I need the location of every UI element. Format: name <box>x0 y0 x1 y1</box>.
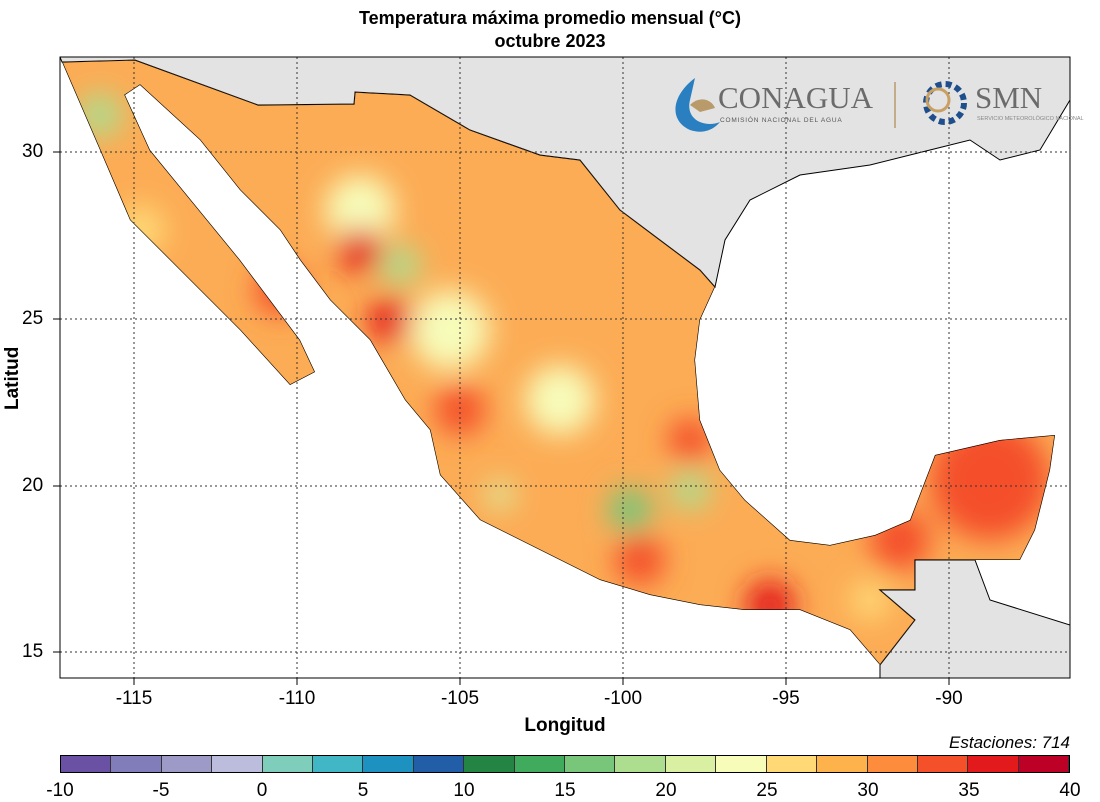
legend-swatch <box>61 756 112 772</box>
x-tick-label: -90 <box>935 688 963 709</box>
legend-swatch <box>1018 756 1070 772</box>
legend-tick-label: -10 <box>46 780 74 801</box>
conagua-text: CONAGUA <box>718 80 874 115</box>
x-tick-label: -105 <box>440 688 480 709</box>
legend-swatch <box>111 756 162 772</box>
legend-swatch <box>716 756 767 772</box>
x-tick-label: -110 <box>278 688 316 709</box>
y-tick-label: 20 <box>22 475 44 496</box>
legend-tick-label: -5 <box>152 780 170 801</box>
legend-tick-label: 15 <box>554 780 576 801</box>
y-tick-label: 15 <box>22 641 44 662</box>
legend-tick-label: 0 <box>256 780 268 801</box>
legend-swatch <box>665 756 717 772</box>
legend-swatch <box>968 756 1019 772</box>
x-tick-label: -100 <box>603 688 643 709</box>
x-tick-label: -115 <box>115 688 153 709</box>
x-tick-label: -95 <box>772 688 800 709</box>
legend-tick-label: 25 <box>756 780 778 801</box>
legend-swatch <box>413 756 465 772</box>
legend-swatch <box>262 756 314 772</box>
map-subtitle: octubre 2023 <box>494 31 606 51</box>
legend-tick-label: 40 <box>1059 780 1081 801</box>
legend-swatch <box>161 756 213 772</box>
map-title: Temperatura máxima promedio mensual (°C) <box>359 8 741 28</box>
legend-swatch <box>766 756 818 772</box>
legend-swatch <box>212 756 263 772</box>
y-tick-label: 25 <box>22 308 44 329</box>
legend-swatch <box>817 756 868 772</box>
legend-tick-label: 20 <box>655 780 677 801</box>
color-legend <box>60 755 1070 773</box>
legend-swatch <box>313 756 364 772</box>
legend-tick-label: 35 <box>958 780 980 801</box>
legend-swatch <box>514 756 566 772</box>
legend-swatch <box>917 756 969 772</box>
legend-swatch <box>867 756 918 772</box>
legend-tick-label: 30 <box>857 780 879 801</box>
legend-swatch <box>615 756 666 772</box>
smn-subtext: SERVICIO METEOROLÓGICO NACIONAL <box>977 115 1084 122</box>
y-axis-label: Latitud <box>2 346 23 410</box>
conagua-logo: CONAGUA COMISIÓN NACIONAL DEL AGUA <box>675 78 896 132</box>
legend-tick-label: 10 <box>453 780 475 801</box>
legend-swatch <box>363 756 414 772</box>
smn-logo: SMN SERVICIO METEOROLÓGICO NACIONAL <box>923 80 1084 125</box>
stations-count: Estaciones: 714 <box>949 733 1070 752</box>
legend-swatch <box>565 756 616 772</box>
legend-tick-label: 5 <box>357 780 369 801</box>
smn-text: SMN <box>975 80 1042 115</box>
conagua-subtext: COMISIÓN NACIONAL DEL AGUA <box>720 115 843 124</box>
legend-swatch <box>464 756 515 772</box>
y-tick-label: 30 <box>22 141 44 162</box>
x-axis-label: Longitud <box>524 715 606 736</box>
